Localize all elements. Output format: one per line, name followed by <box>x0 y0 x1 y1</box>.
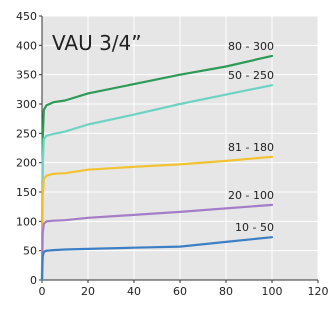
series-label-3: 20 - 100 <box>228 189 274 202</box>
x-tick-label-0: 0 <box>39 285 46 298</box>
series-label-4: 10 - 50 <box>235 221 274 234</box>
series-labels: 80 - 300 50 - 250 81 - 180 20 - 100 10 - 50 <box>228 40 274 234</box>
y-tick-label-0: 0 <box>30 274 37 287</box>
x-tick-label-80: 80 <box>219 285 233 298</box>
series-lines <box>40 54 274 282</box>
y-tick-label-100: 100 <box>16 215 37 228</box>
chart-title: VAU 3/4” <box>52 31 142 55</box>
series-line-1 <box>40 84 274 282</box>
series-label-2: 81 - 180 <box>228 141 274 154</box>
series-label-1: 50 - 250 <box>228 69 274 82</box>
series-line-4 <box>40 236 274 282</box>
y-tick-label-50: 50 <box>23 245 37 258</box>
y-tick-label-200: 200 <box>16 157 37 170</box>
x-tick-label-120: 120 <box>308 285 329 298</box>
y-tick-label-350: 350 <box>16 69 37 82</box>
series-line-3 <box>40 203 274 282</box>
y-tick-label-250: 250 <box>16 127 37 140</box>
y-tick-label-400: 400 <box>16 39 37 52</box>
series-line-2 <box>40 155 274 282</box>
y-tick-label-150: 150 <box>16 186 37 199</box>
x-tick-label-20: 20 <box>81 285 95 298</box>
y-tick-label-300: 300 <box>16 98 37 111</box>
x-tick-label-40: 40 <box>127 285 141 298</box>
series-label-0: 80 - 300 <box>228 40 274 53</box>
series-line-0 <box>40 54 274 282</box>
x-tick-label-100: 100 <box>262 285 283 298</box>
x-tick-label-60: 60 <box>173 285 187 298</box>
y-tick-label-450: 450 <box>16 10 37 23</box>
